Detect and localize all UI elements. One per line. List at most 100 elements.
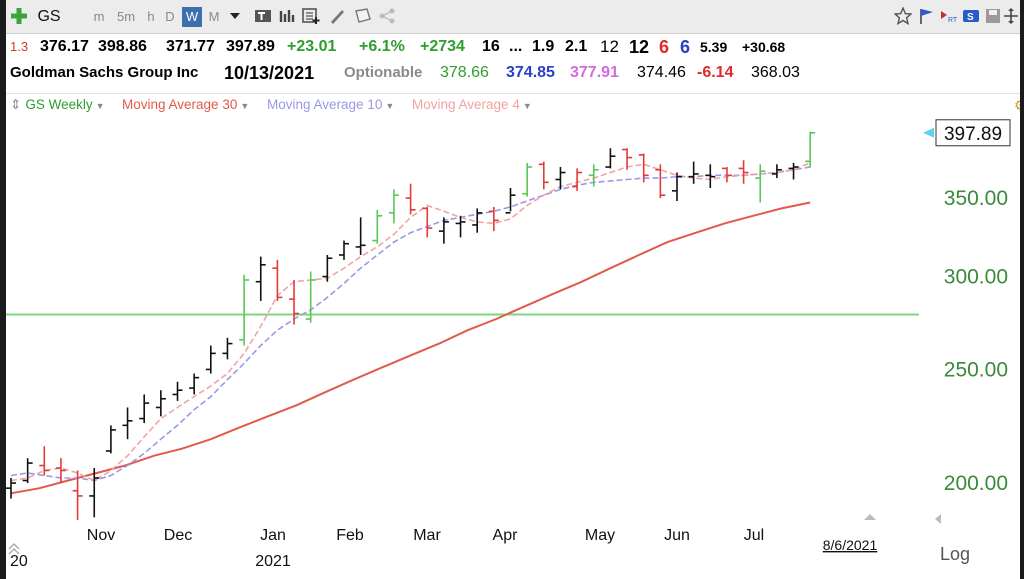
ohlc-bar	[305, 271, 316, 323]
ohlc-bar	[672, 172, 682, 201]
ohlc-bar	[438, 217, 449, 244]
info-value-1: 378.66	[440, 64, 489, 81]
quote-field-c: 1.9	[532, 38, 555, 55]
ohlc-bar	[505, 187, 516, 214]
x-tick-label: Feb	[336, 527, 364, 544]
optionable-label: Optionable	[344, 64, 423, 81]
info-value-2: 374.85	[506, 64, 555, 81]
x-tick-label: Jul	[744, 527, 764, 544]
quote-date: 10/13/2021	[224, 63, 315, 83]
ohlc-bar	[771, 164, 782, 179]
ohlc-bar	[372, 209, 383, 244]
ohlc-bar	[89, 467, 100, 518]
ohlc-bar	[39, 446, 50, 476]
x-tick-label: Apr	[493, 527, 519, 544]
chevron-down-icon[interactable]: ▼	[522, 101, 532, 111]
ohlc-bar	[472, 208, 483, 233]
ohlc-bar	[688, 161, 699, 184]
ohlc-bar	[322, 254, 333, 282]
bar-style-icon[interactable]	[278, 7, 296, 25]
quote-field-a: 16	[482, 38, 500, 55]
scroll-up-icon	[864, 514, 876, 520]
quote-field-j: +30.68	[742, 39, 786, 55]
flag-icon[interactable]	[918, 7, 936, 25]
chart-window: GS m 5m h D W M RT S 1.3 376.17 398.86 3…	[6, 0, 1020, 579]
ohlc-bar	[605, 148, 616, 169]
text-tool-icon[interactable]	[254, 7, 272, 25]
scan-icon[interactable]: S	[962, 7, 980, 25]
sort-arrows-icon: ⇕	[10, 97, 22, 112]
legend-ma10[interactable]: Moving Average 10 ▼	[267, 94, 394, 117]
interval-1m[interactable]: m	[93, 9, 105, 24]
chevron-down-icon[interactable]: ▼	[240, 101, 250, 111]
ohlc-bar	[572, 168, 583, 191]
settings-icon[interactable]: ⚙	[1014, 94, 1020, 116]
save-icon[interactable]	[984, 7, 1002, 25]
quote-field-i: 5.39	[700, 39, 728, 55]
draw-tool-icon[interactable]	[328, 7, 346, 25]
y-tick-label: 350.00	[944, 187, 1008, 210]
x-tick-label: Jun	[664, 527, 690, 544]
ohlc-bar	[388, 189, 399, 224]
ohlc-bar	[105, 425, 116, 454]
ohlc-bar	[189, 373, 200, 395]
ohlc-bar	[588, 164, 599, 187]
interval-hour[interactable]: h	[147, 9, 155, 24]
chevron-down-icon[interactable]: ▼	[385, 101, 395, 111]
add-indicator-icon[interactable]	[302, 7, 320, 25]
quote-field-d: 2.1	[565, 38, 588, 55]
x-tick-label: Mar	[413, 527, 441, 544]
price-change-percent: +6.1%	[359, 38, 405, 55]
add-icon[interactable]	[10, 7, 28, 25]
symbol-label[interactable]: GS	[37, 8, 61, 25]
svg-text:RT: RT	[948, 17, 958, 24]
close-price: 397.89	[226, 38, 275, 55]
info-value-3: 377.91	[570, 64, 619, 81]
ohlc-bar	[155, 390, 166, 417]
note-icon[interactable]	[354, 7, 372, 25]
ohlc-bar	[788, 162, 799, 180]
realtime-icon[interactable]: RT	[940, 7, 958, 25]
y-tick-label: 300.00	[944, 266, 1008, 289]
chart-legend: ⇕ GS Weekly ▼ Moving Average 30 ▼ Moving Av…	[6, 93, 1020, 116]
interval-day[interactable]: D	[165, 9, 175, 24]
star-icon[interactable]	[894, 7, 912, 25]
ohlc-bar	[289, 279, 300, 325]
price-chart[interactable]: 200.00 250.00 300.00 350.00 397.89 Log 20 Nov D…	[6, 0, 1020, 579]
ohlc-bar	[139, 394, 150, 424]
quote-field-f: 12	[629, 37, 650, 57]
x-tick-label: 2021	[255, 553, 291, 570]
ohlc-bar	[705, 164, 716, 188]
share-icon[interactable]	[378, 7, 396, 25]
legend-ma30[interactable]: Moving Average 30 ▼	[122, 94, 249, 117]
move-icon[interactable]	[1004, 7, 1018, 25]
ohlc-bar	[172, 381, 183, 401]
legend-series-label: GS Weekly	[25, 97, 93, 112]
x-tick-label: Jan	[260, 527, 286, 544]
svg-text:S: S	[967, 12, 974, 23]
ohlc-bar	[805, 131, 816, 168]
info-value-4: 374.46	[637, 64, 686, 81]
interval-week[interactable]: W	[182, 7, 202, 27]
ohlc-bar	[222, 337, 233, 360]
x-tick-label: 8/6/2021	[823, 537, 878, 553]
ma10-line	[10, 166, 811, 482]
ohlc-bar	[522, 162, 533, 197]
company-name: Goldman Sachs Group Inc	[10, 64, 199, 81]
toolbar: GS m 5m h D W M RT S	[6, 0, 1020, 34]
chevron-down-icon[interactable]	[228, 7, 242, 25]
open-price: 376.17	[40, 38, 89, 55]
ohlc-bar	[738, 160, 749, 184]
ma4-line	[10, 162, 811, 482]
ratio-value: 1.3	[10, 39, 29, 54]
legend-series-gs[interactable]: ⇕ GS Weekly ▼	[10, 94, 105, 117]
legend-ma10-label: Moving Average 10	[267, 97, 383, 112]
info-value-5: -6.14	[697, 64, 734, 81]
chevron-down-icon[interactable]: ▼	[95, 101, 105, 111]
interval-month[interactable]: M	[208, 9, 220, 24]
legend-ma4[interactable]: Moving Average 4 ▼	[412, 94, 532, 117]
interval-5m[interactable]: 5m	[116, 9, 136, 24]
x-tick-label: May	[585, 527, 615, 544]
y-tick-label: 250.00	[944, 358, 1008, 381]
ohlc-bar	[488, 206, 499, 232]
